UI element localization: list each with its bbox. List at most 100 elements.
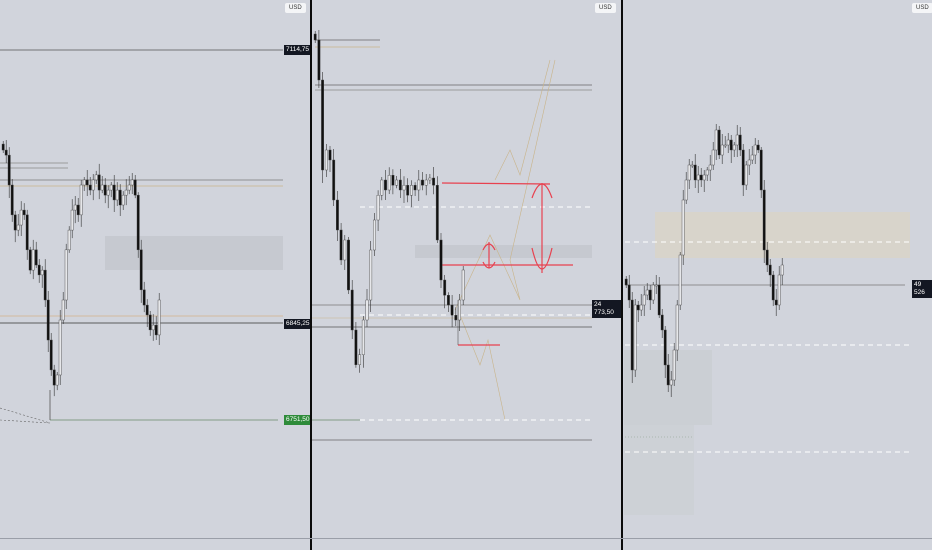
candle-bearish	[332, 159, 336, 201]
candle-bullish	[675, 304, 679, 351]
candle-bearish	[4, 149, 8, 156]
candle-bearish	[762, 189, 766, 251]
candle-bullish	[702, 174, 706, 181]
candle-bearish	[756, 144, 760, 151]
trend-line	[0, 419, 51, 424]
candle-bearish	[729, 139, 733, 151]
candle-bullish	[19, 209, 23, 226]
drawings-left	[0, 49, 283, 424]
candle-bearish	[663, 329, 667, 366]
chart-canvas-right[interactable]	[623, 0, 932, 550]
candle-bullish	[696, 174, 700, 181]
candle-bearish	[741, 149, 745, 186]
price-label: 7114,75	[284, 45, 312, 55]
candle-bearish	[136, 194, 140, 251]
candle-bullish	[744, 164, 748, 186]
projection-path	[494, 59, 551, 181]
candle-bearish	[432, 177, 436, 186]
candle-bullish	[82, 179, 86, 186]
panel-divider[interactable]	[310, 0, 312, 550]
candle-bearish	[657, 284, 661, 316]
candle-bearish	[443, 279, 447, 296]
candle-bullish	[639, 304, 643, 311]
price-zone	[415, 245, 592, 258]
candle-bearish	[46, 299, 50, 341]
candle-bullish	[151, 324, 155, 331]
candle-bearish	[413, 184, 417, 191]
candle-bullish	[387, 174, 391, 191]
candle-bullish	[428, 177, 432, 181]
candle-bullish	[654, 284, 658, 287]
candle-bearish	[154, 324, 158, 336]
candle-bullish	[124, 189, 128, 196]
candle-bullish	[64, 249, 68, 301]
candle-bullish	[376, 194, 380, 221]
chart-panel-middle[interactable]: USD 24 773,50	[312, 0, 621, 550]
candle-bearish	[630, 299, 634, 371]
candle-bullish	[780, 264, 784, 276]
chart-canvas-left[interactable]	[0, 0, 310, 550]
candle-bullish	[690, 164, 694, 167]
candle-bullish	[130, 179, 134, 186]
candle-bearish	[145, 304, 149, 316]
candle-bullish	[94, 174, 98, 181]
candle-bearish	[1, 143, 5, 151]
drawings-middle	[312, 39, 592, 441]
candle-bullish	[777, 274, 781, 306]
currency-label[interactable]: USD	[912, 3, 932, 13]
candle-bullish	[369, 249, 373, 301]
candle-bearish	[660, 314, 664, 331]
candle-bullish	[747, 159, 751, 166]
candle-bullish	[669, 379, 673, 386]
candle-bullish	[67, 229, 71, 251]
candle-bearish	[768, 264, 772, 276]
price-label: 24 773,50	[592, 300, 621, 318]
candle-bearish	[321, 79, 324, 171]
chart-panel-left[interactable]: USD 7114,75 6845,25 6751,50	[0, 0, 312, 550]
time-axis[interactable]	[0, 538, 932, 539]
currency-label[interactable]: USD	[285, 3, 306, 13]
candle-bearish	[76, 204, 80, 216]
candle-bullish	[681, 199, 685, 256]
panel-divider[interactable]	[621, 0, 623, 550]
candle-bearish	[22, 209, 26, 216]
candle-bullish	[651, 284, 655, 301]
candle-bullish	[642, 294, 646, 306]
chart-canvas-middle[interactable]	[312, 0, 621, 550]
candle-bullish	[157, 299, 161, 336]
candle-bullish	[711, 149, 715, 166]
price-label: 49 526	[912, 280, 932, 298]
candle-bullish	[40, 269, 44, 276]
candle-bullish	[678, 254, 682, 306]
candle-bullish	[723, 144, 727, 147]
candle-bullish	[633, 304, 637, 371]
price-zone-tan	[655, 212, 910, 258]
candles-right	[624, 124, 784, 397]
candle-bullish	[753, 144, 757, 156]
candle-bearish	[771, 274, 775, 301]
candle-bearish	[317, 39, 321, 81]
price-label: 6845,25	[284, 319, 312, 329]
candle-bearish	[13, 214, 17, 231]
candle-bearish	[103, 184, 107, 196]
chart-panel-right[interactable]: USD 49 526	[623, 0, 932, 550]
candles-middle	[313, 30, 465, 373]
candle-bullish	[109, 184, 113, 191]
candle-bullish	[708, 164, 712, 171]
candle-bearish	[7, 154, 11, 186]
candle-bullish	[735, 134, 739, 146]
candle-bearish	[347, 239, 350, 291]
candle-bullish	[720, 144, 724, 156]
currency-label[interactable]: USD	[595, 3, 616, 13]
candle-bearish	[450, 304, 454, 316]
candle-bearish	[738, 134, 742, 151]
candle-bullish	[424, 179, 428, 186]
candle-bearish	[139, 249, 143, 291]
candle-bullish	[409, 184, 413, 196]
candle-bullish	[672, 349, 676, 381]
candle-bearish	[666, 364, 670, 386]
candle-bearish	[454, 315, 458, 321]
candle-bullish	[750, 154, 754, 161]
candle-bullish	[365, 299, 369, 321]
candle-bearish	[34, 249, 38, 266]
